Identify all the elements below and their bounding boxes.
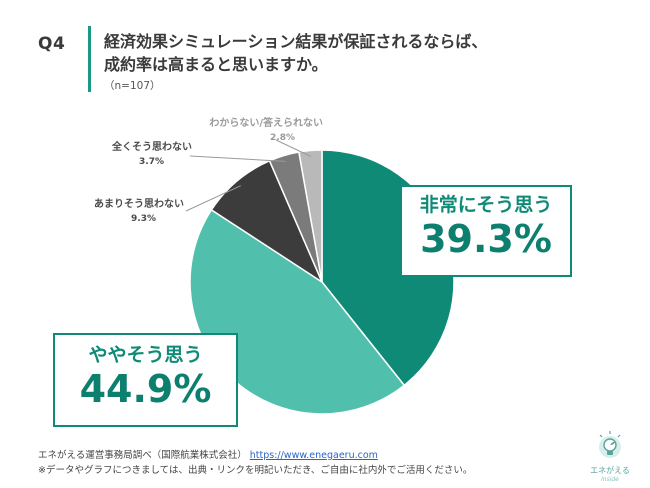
slice-value-strongly-agree: 39.3% bbox=[420, 217, 552, 261]
source-link[interactable]: https://www.enegaeru.com bbox=[249, 450, 378, 461]
slice-value-somewhat-agree: 44.9% bbox=[79, 367, 212, 411]
slice-value-dont-know: 2.8% bbox=[270, 133, 295, 143]
leader-line-not-really bbox=[185, 185, 241, 212]
slice-label-not-really: あまりそう思わない 9.3% bbox=[70, 198, 184, 226]
slice-label-not-at-all: 全くそう思わない 3.7% bbox=[80, 141, 192, 169]
slice-label-somewhat-agree: ややそう思う 44.9% bbox=[53, 333, 238, 427]
slice-value-not-at-all: 3.7% bbox=[139, 157, 164, 167]
usage-note: ※データやグラフにつきましては、出典・リンクを明記いただき、ご自由に社内外でご活… bbox=[38, 465, 473, 476]
question-number: Q4 bbox=[38, 34, 66, 54]
leader-lines bbox=[185, 139, 312, 212]
title-accent-bar bbox=[88, 26, 91, 92]
question-title-line-2: 成約率は高まると思いますか。 bbox=[104, 55, 328, 74]
leader-line-not-at-all bbox=[189, 155, 286, 162]
slice-value-not-really: 9.3% bbox=[131, 214, 156, 224]
leader-line-dont-know bbox=[275, 139, 312, 157]
sample-size: （n=107） bbox=[104, 80, 161, 92]
logo-sub-text: inside bbox=[601, 476, 619, 483]
logo-brand-text: エネがえる bbox=[590, 466, 630, 475]
slice-label-dont-know: わからない/答えられない 2.8% bbox=[160, 117, 323, 145]
footer: エネがえる運営事務局調べ（国際航業株式会社） https://www.enega… bbox=[38, 448, 472, 478]
slice-name-somewhat-agree: ややそう思う bbox=[88, 344, 203, 366]
lightbulb-leaf-icon bbox=[599, 431, 621, 458]
slice-name-dont-know: わからない/答えられない bbox=[209, 118, 323, 129]
source-text: エネがえる運営事務局調べ（国際航業株式会社） bbox=[38, 450, 247, 461]
slice-label-strongly-agree: 非常にそう思う 39.3% bbox=[400, 185, 572, 277]
question-title-line-1: 経済効果シミュレーション結果が保証されるならば、 bbox=[104, 32, 488, 51]
pie-slice-dont-know bbox=[298, 149, 323, 283]
slice-name-not-really: あまりそう思わない bbox=[94, 199, 184, 210]
slice-name-not-at-all: 全くそう思わない bbox=[112, 142, 192, 153]
pie-slice-not-really bbox=[210, 159, 324, 284]
question-title: 経済効果シミュレーション結果が保証されるならば、 成約率は高まると思いますか。 bbox=[104, 30, 624, 76]
logo: エネがえる inside bbox=[588, 430, 632, 483]
footer-source-line: エネがえる運営事務局調べ（国際航業株式会社） https://www.enega… bbox=[38, 448, 472, 463]
slice-name-strongly-agree: 非常にそう思う bbox=[419, 194, 553, 216]
